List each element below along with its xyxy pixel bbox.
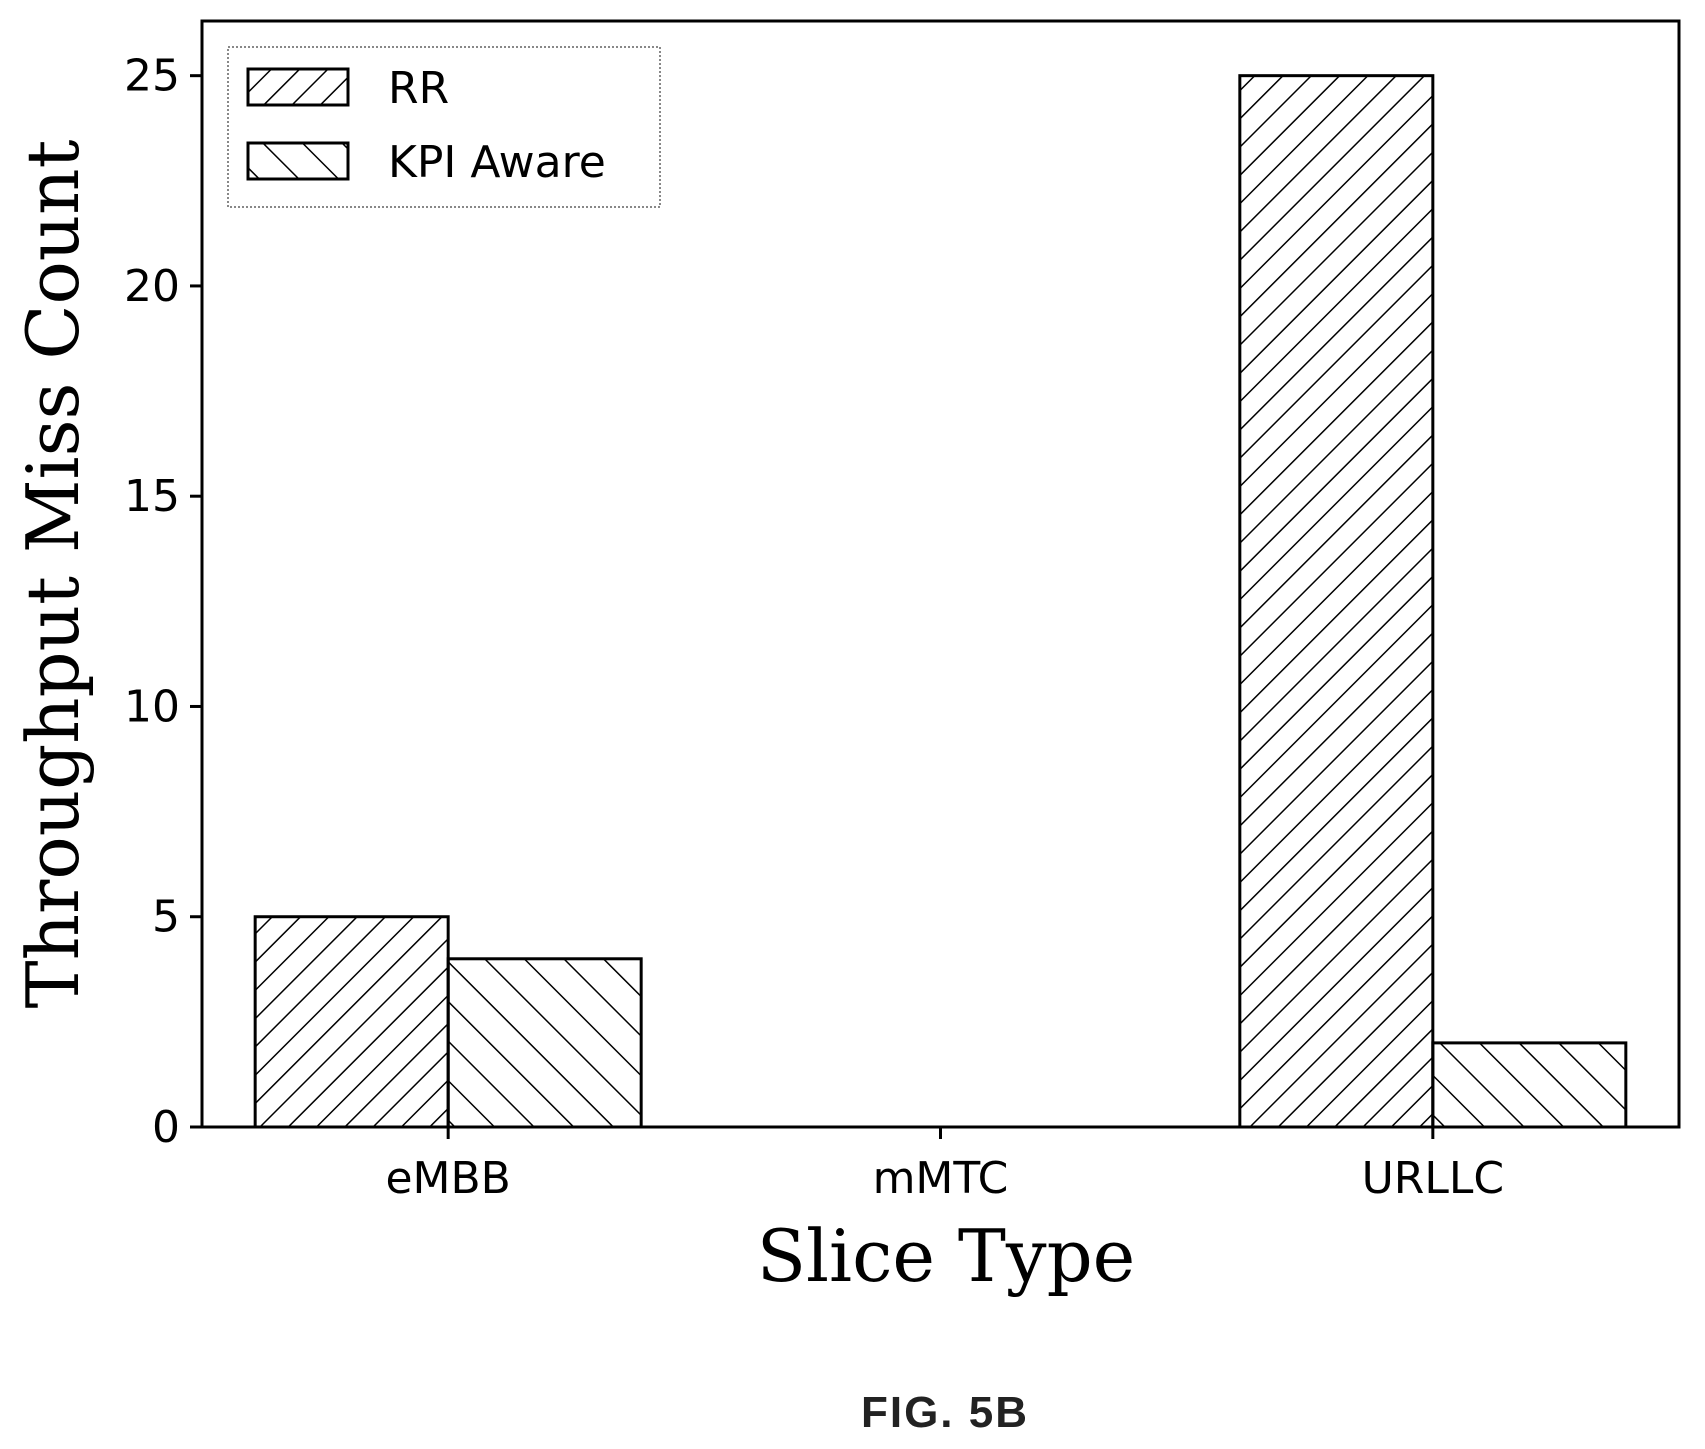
legend-swatch-rr [246, 67, 350, 107]
x-axis: eMBB mMTC URLLC [385, 1127, 1504, 1204]
legend-label-rr: RR [388, 63, 449, 114]
x-tick-label-embb: eMBB [385, 1153, 510, 1204]
y-axis-title: Throughput Miss Count [11, 139, 95, 1008]
x-tick-label-urllc: URLLC [1362, 1153, 1505, 1204]
bars-group [253, 74, 1628, 1129]
y-tick-label: 5 [152, 892, 180, 943]
bar-rr-embb [253, 915, 450, 1129]
y-tick-label: 15 [124, 471, 180, 522]
y-tick-label: 10 [124, 681, 180, 732]
legend-swatch-kpi-aware [246, 141, 350, 181]
y-tick-label: 20 [124, 261, 180, 312]
bar-rr-urllc [1238, 74, 1435, 1129]
legend: RR KPI Aware [227, 46, 661, 208]
y-tick-label: 0 [152, 1102, 180, 1153]
x-axis-title: Slice Type [757, 1214, 1136, 1298]
y-tick-label: 25 [124, 51, 180, 102]
bar-kpi-aware-embb [446, 957, 643, 1129]
bar-kpi-aware-urllc [1431, 1041, 1628, 1129]
y-axis: 0 5 10 15 20 25 [124, 51, 202, 1153]
legend-label-kpi-aware: KPI Aware [388, 137, 606, 188]
figure-caption: FIG. 5B [861, 1388, 1029, 1437]
x-tick-label-mmtc: mMTC [873, 1153, 1009, 1204]
